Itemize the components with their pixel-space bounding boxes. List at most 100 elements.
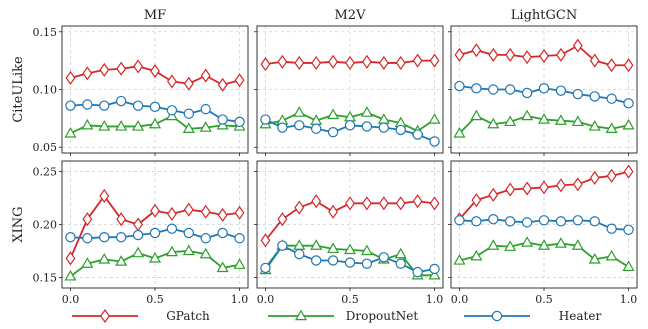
- data-point-dropoutnet: [588, 253, 601, 264]
- data-point-gpatch: [361, 54, 372, 69]
- data-point-gpatch: [116, 212, 127, 227]
- data-point-gpatch: [488, 47, 499, 62]
- data-point-heater: [521, 87, 533, 99]
- data-point-gpatch: [429, 196, 440, 211]
- legend-marker-circle-icon: [491, 310, 503, 322]
- data-point-gpatch: [65, 70, 76, 86]
- data-point-heater: [623, 98, 634, 109]
- data-point-gpatch: [82, 212, 93, 227]
- legend-label: GPatch: [166, 309, 210, 323]
- data-point-gpatch: [488, 187, 499, 202]
- column-title-0: MF: [144, 8, 166, 23]
- data-point-heater: [589, 216, 600, 227]
- data-point-gpatch: [234, 73, 245, 88]
- legend: GPatch DropoutNet Heater: [72, 308, 601, 324]
- data-point-gpatch: [505, 47, 516, 62]
- data-point-gpatch: [328, 54, 339, 69]
- data-point-dropoutnet: [571, 239, 584, 250]
- data-point-heater: [395, 124, 406, 136]
- data-point-heater: [538, 215, 550, 226]
- data-point-dropoutnet: [622, 118, 635, 130]
- x-tick-label: 1.0: [620, 293, 638, 306]
- data-point-gpatch: [328, 204, 339, 219]
- panel-r0-c0: 0.05 0.10 0.15 MF: [33, 8, 249, 156]
- data-point-gpatch: [471, 193, 482, 208]
- panel-r1-c0: 0.15 0.20 0.25 0.0 0.5 1.0: [33, 160, 249, 306]
- data-point-gpatch: [555, 178, 566, 193]
- data-point-heater: [115, 95, 127, 107]
- series-group: [64, 188, 246, 281]
- data-point-dropoutnet: [360, 106, 373, 117]
- data-point-dropoutnet: [132, 246, 145, 258]
- data-point-gpatch: [606, 58, 617, 73]
- series-group: [453, 164, 635, 272]
- data-point-heater: [260, 262, 271, 274]
- data-point-gpatch: [623, 58, 634, 73]
- data-point-gpatch: [99, 62, 110, 77]
- data-point-heater: [555, 216, 567, 227]
- data-point-heater: [277, 122, 288, 133]
- data-point-dropoutnet: [64, 269, 77, 281]
- data-point-dropoutnet: [453, 254, 466, 265]
- y-tick-label: 0.10: [33, 84, 58, 97]
- y-tick-label: 0.20: [33, 219, 58, 232]
- data-point-dropoutnet: [81, 257, 94, 268]
- data-point-gpatch: [260, 233, 271, 248]
- data-point-gpatch: [572, 177, 583, 192]
- data-point-heater: [327, 127, 339, 138]
- data-point-gpatch: [572, 38, 583, 53]
- data-point-heater: [555, 85, 567, 96]
- data-point-gpatch: [311, 194, 322, 209]
- data-point-dropoutnet: [537, 113, 551, 124]
- data-point-heater: [132, 229, 144, 241]
- data-point-dropoutnet: [521, 109, 534, 121]
- data-point-heater: [234, 233, 245, 244]
- data-point-heater: [488, 214, 499, 225]
- data-point-heater: [378, 122, 390, 133]
- data-point-dropoutnet: [360, 244, 373, 256]
- data-point-heater: [361, 121, 373, 132]
- data-point-gpatch: [471, 43, 482, 58]
- data-point-dropoutnet: [293, 106, 306, 117]
- data-point-heater: [132, 100, 144, 111]
- data-point-heater: [115, 231, 127, 243]
- data-point-dropoutnet: [504, 115, 517, 127]
- data-point-dropoutnet: [165, 245, 178, 257]
- data-point-gpatch: [311, 55, 322, 70]
- data-point-gpatch: [234, 205, 245, 220]
- data-point-gpatch: [260, 57, 271, 72]
- data-point-heater: [166, 105, 178, 116]
- data-point-heater: [572, 215, 584, 226]
- data-point-dropoutnet: [394, 247, 407, 259]
- data-point-dropoutnet: [182, 122, 195, 133]
- data-point-dropoutnet: [521, 236, 534, 247]
- data-point-heater: [183, 108, 195, 119]
- data-point-gpatch: [65, 251, 76, 266]
- data-point-dropoutnet: [343, 243, 357, 255]
- data-point-heater: [395, 258, 406, 269]
- y-tick-label: 0.15: [33, 271, 58, 284]
- data-point-dropoutnet: [554, 114, 567, 125]
- data-point-heater: [471, 216, 482, 227]
- data-point-heater: [521, 217, 533, 228]
- legend-label: DropoutNet: [346, 309, 419, 323]
- data-point-heater: [504, 84, 516, 95]
- data-point-gpatch: [217, 207, 228, 223]
- x-tick-label: 0.5: [535, 293, 553, 306]
- data-point-heater: [217, 114, 228, 125]
- data-point-dropoutnet: [98, 120, 111, 131]
- panel-r1-c2: 0.0 0.5 1.0: [448, 160, 638, 306]
- data-point-heater: [294, 248, 305, 260]
- data-point-gpatch: [378, 55, 389, 70]
- x-tick-label: 0.5: [146, 293, 164, 306]
- data-point-heater: [412, 129, 423, 140]
- data-point-heater: [429, 263, 440, 275]
- data-point-gpatch: [183, 202, 194, 217]
- data-point-dropoutnet: [622, 260, 635, 272]
- data-point-heater: [454, 215, 465, 226]
- data-point-heater: [200, 103, 211, 115]
- data-point-dropoutnet: [115, 255, 128, 266]
- data-point-dropoutnet: [132, 120, 145, 131]
- data-point-heater: [589, 91, 600, 102]
- data-point-gpatch: [116, 61, 127, 76]
